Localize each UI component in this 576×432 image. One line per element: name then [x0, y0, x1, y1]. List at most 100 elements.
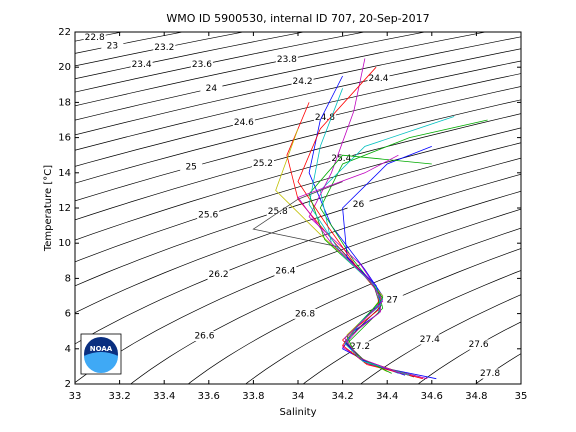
contour-label-bg [232, 117, 255, 128]
contour-label: 23 [107, 41, 118, 51]
x-axis-label: Salinity [280, 407, 317, 418]
y-tick-label: 10 [58, 238, 71, 249]
contour-label: 27 [386, 296, 397, 306]
density-contour [245, 248, 521, 384]
contour-label: 22.8 [85, 33, 105, 43]
contour-label: 24.6 [234, 118, 254, 128]
contour-label-bg [180, 162, 203, 173]
x-tick-label: 34.4 [376, 391, 398, 402]
density-contour [75, 60, 521, 167]
contour-label-bg [291, 76, 314, 87]
contour-label: 24.2 [293, 77, 313, 87]
contour-label-bg [418, 334, 441, 345]
contour-label-bg [130, 59, 153, 70]
density-contour [360, 294, 521, 384]
profile-line [275, 128, 388, 373]
contour-label-bg [266, 206, 289, 217]
contour-label-bg [190, 59, 213, 70]
x-tick-label: 33 [69, 391, 82, 402]
y-tick-label: 4 [65, 344, 71, 355]
x-tick-label: 35 [515, 391, 528, 402]
x-tick-label: 33.2 [108, 391, 130, 402]
profile-line [252, 181, 415, 378]
contour-label-bg [101, 40, 124, 51]
density-contour [75, 32, 185, 54]
contour-label-bg [200, 83, 223, 94]
contour-label-bg [479, 368, 502, 379]
contour-label: 26.4 [275, 267, 295, 277]
density-contour [75, 32, 367, 93]
density-contour [75, 113, 521, 241]
contour-label: 27.4 [420, 335, 440, 345]
density-contour [75, 99, 521, 221]
y-tick-label: 6 [65, 309, 71, 320]
contour-label: 23.8 [277, 55, 297, 65]
contour-label-bg [349, 341, 372, 352]
contours: 22.823 23.223.4 23.6 23.8 24 24.2 24.4 24.6 24.8… [75, 32, 521, 384]
density-contour [75, 127, 521, 263]
contour-label-bg [83, 32, 106, 43]
x-tick-label: 34.6 [421, 391, 443, 402]
x-tick-label: 33.4 [153, 391, 175, 402]
y-tick-label: 20 [58, 62, 71, 73]
y-tick-label: 22 [58, 27, 71, 38]
contour-label: 25.4 [331, 154, 351, 164]
y-tick-label: 18 [58, 97, 71, 108]
density-contour [75, 32, 488, 121]
contour-label-bg [347, 199, 370, 210]
profile-line [308, 88, 410, 376]
contour-label-bg [207, 269, 230, 280]
contour-label-bg [153, 42, 176, 53]
profiles [252, 58, 488, 380]
density-contour [75, 32, 427, 107]
contour-label-bg [381, 295, 404, 306]
contour-label: 25.6 [198, 210, 218, 220]
contour-label: 27.8 [480, 369, 500, 379]
contour-label: 25.2 [253, 159, 273, 169]
contour-label: 26.6 [194, 332, 214, 342]
contour-label: 26.8 [295, 309, 315, 319]
x-tick-label: 33.6 [198, 391, 220, 402]
contour-label-bg [252, 158, 275, 169]
y-tick-label: 8 [65, 273, 71, 284]
contour-label: 26 [353, 200, 365, 210]
profile-line [308, 58, 428, 380]
contour-label-bg [367, 73, 390, 84]
contour-label-bg [330, 153, 353, 164]
contour-label: 27.6 [469, 340, 489, 350]
contour-label: 25.8 [268, 207, 288, 217]
contour-label-bg [197, 209, 220, 220]
profile-line [297, 154, 401, 374]
y-tick-label: 2 [65, 379, 71, 390]
density-contour [75, 190, 521, 384]
y-tick-label: 16 [58, 133, 71, 144]
contour-label: 25 [185, 163, 196, 173]
contour-label-bg [275, 54, 298, 65]
contour-label-bg [274, 266, 297, 277]
x-tick-label: 33.8 [242, 391, 264, 402]
y-tick-label: 12 [58, 203, 71, 214]
profile-line [308, 154, 432, 374]
contour-label: 24.8 [315, 113, 335, 123]
contour-label: 24 [206, 84, 218, 94]
density-contour [187, 227, 521, 384]
contour-label-bg [313, 112, 336, 123]
contour-label: 24.4 [368, 74, 388, 84]
density-contour [417, 321, 521, 384]
y-tick-label: 14 [58, 168, 71, 179]
x-tick-label: 34 [292, 391, 305, 402]
chart-title: WMO ID 5900530, internal ID 707, 20-Sep-… [166, 12, 429, 25]
contour-label: 27.2 [350, 342, 370, 352]
y-axis-label: Temperature [°C] [43, 165, 54, 252]
contour-label: 26.2 [209, 270, 229, 280]
logo-text: NOAA [90, 345, 113, 353]
contour-label: 23.4 [132, 60, 152, 70]
contour-label-bg [193, 331, 216, 342]
logo: NOAA [80, 333, 122, 375]
density-contour [75, 36, 521, 136]
contour-label: 23.6 [192, 60, 212, 70]
density-contour [302, 270, 521, 384]
x-tick-label: 34.2 [331, 391, 353, 402]
contour-label: 23.2 [154, 43, 174, 53]
